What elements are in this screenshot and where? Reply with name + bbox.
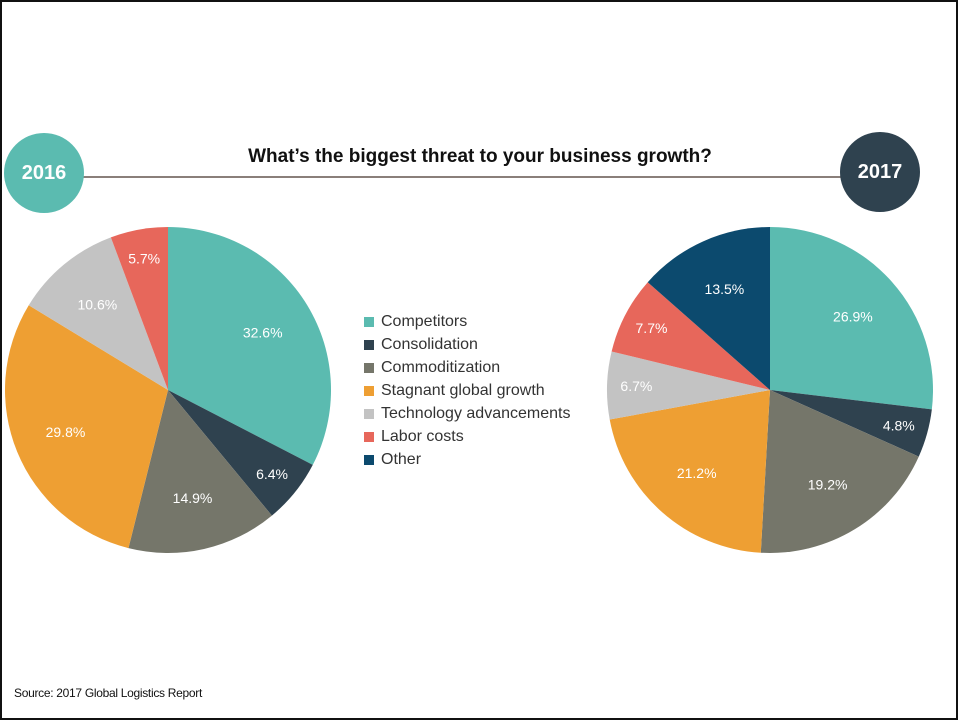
pie-slice: [28, 237, 169, 390]
legend-label: Stagnant global growth: [381, 381, 545, 399]
legend-item: Labor costs: [364, 425, 570, 448]
pie-slice: [647, 227, 770, 390]
chart-title-text: What’s the biggest threat to your busine…: [240, 146, 720, 168]
year-badge-2016: 2016: [4, 133, 84, 213]
chart-title: What’s the biggest threat to your busine…: [200, 146, 760, 168]
slice-data-label: 14.9%: [173, 490, 213, 506]
legend-label: Other: [381, 450, 422, 468]
pie-slice: [4, 305, 168, 549]
slice-data-label: 6.4%: [256, 466, 288, 482]
legend-swatch: [364, 431, 374, 442]
legend-swatch: [364, 385, 374, 396]
pie-slice: [611, 282, 770, 390]
legend-swatch: [364, 339, 374, 350]
legend-label: Commoditization: [381, 358, 501, 376]
slice-data-label: 21.2%: [677, 465, 717, 481]
pie-slice: [607, 351, 770, 420]
legend-swatch: [364, 454, 374, 465]
title-divider: [80, 176, 850, 178]
slice-data-label: 6.7%: [620, 378, 652, 394]
slice-data-label: 5.7%: [128, 250, 160, 266]
pie-slice: [110, 227, 168, 390]
legend-label: Competitors: [381, 312, 468, 330]
legend-item: Technology advancements: [364, 402, 570, 425]
pie-slice: [770, 227, 933, 410]
legend-item: Competitors: [364, 310, 570, 333]
slice-data-label: 4.8%: [883, 418, 915, 434]
legend-swatch: [364, 316, 374, 327]
pie-slice: [770, 390, 932, 457]
legend-label: Consolidation: [381, 335, 478, 353]
slice-data-label: 19.2%: [808, 477, 848, 493]
legend-label: Technology advancements: [381, 404, 571, 422]
pie-chart-2016: 32.6% 6.4% 14.9% 29.8% 10.6% 5.7%: [4, 227, 331, 553]
legend-item: Stagnant global growth: [364, 379, 570, 402]
slice-data-label: 7.7%: [636, 320, 668, 336]
legend-item: Commoditization: [364, 356, 570, 379]
legend-item: Consolidation: [364, 333, 570, 356]
slice-data-label: 29.8%: [46, 424, 86, 440]
pie-slice: [128, 390, 272, 553]
pie-slice: [760, 390, 919, 553]
legend-item: Other: [364, 448, 570, 471]
legend-label: Labor costs: [381, 427, 464, 445]
legend: Competitors Consolidation Commoditization S…: [364, 310, 570, 471]
year-badge-2017: 2017: [840, 132, 920, 212]
slice-data-label: 10.6%: [77, 297, 117, 313]
slice-data-label: 13.5%: [705, 281, 745, 297]
pie-chart-2017: 26.9% 4.8% 19.2% 21.2% 6.7% 7.7% 13.5%: [607, 227, 933, 553]
pie-slice: [168, 227, 331, 465]
slice-data-label: 32.6%: [243, 324, 283, 340]
pie-slice: [609, 390, 770, 553]
legend-swatch: [364, 408, 374, 419]
legend-swatch: [364, 362, 374, 373]
source-note: Source: 2017 Global Logistics Report: [14, 686, 202, 700]
slice-data-label: 26.9%: [833, 308, 873, 324]
pie-slice: [168, 390, 313, 516]
